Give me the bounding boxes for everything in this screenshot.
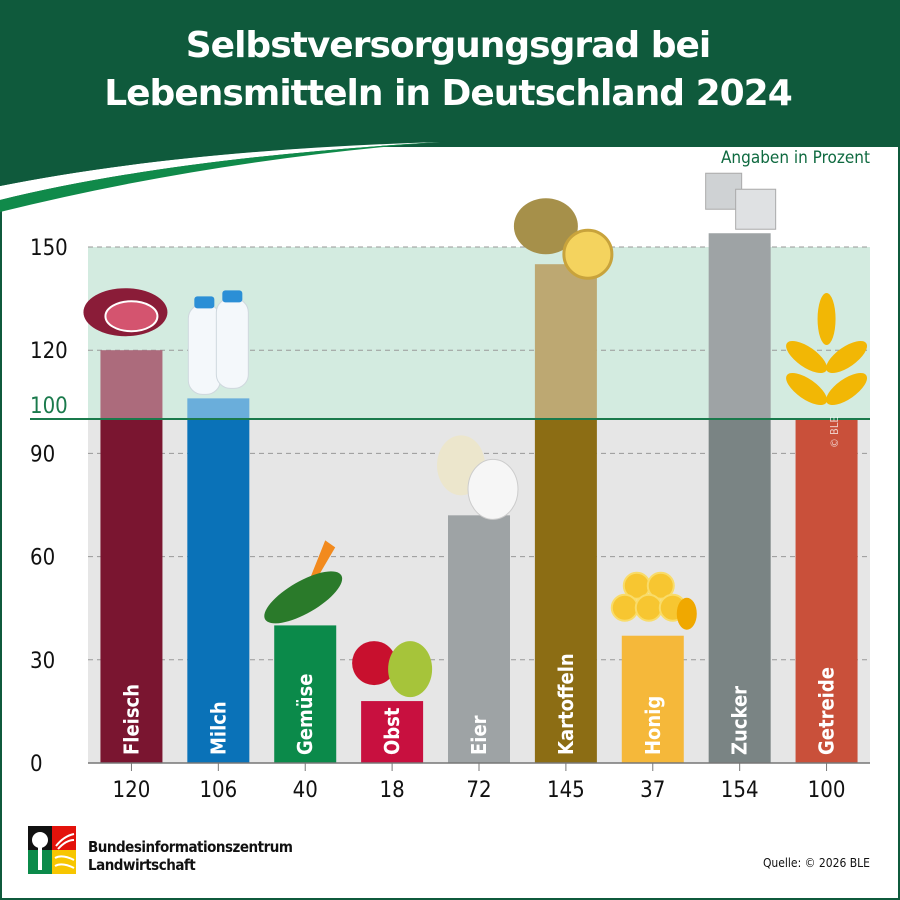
bar-gemüse <box>274 625 337 763</box>
bar-value-label: 154 <box>721 778 759 803</box>
bar-value-label: 37 <box>640 778 665 803</box>
bar-above-100-milch <box>187 398 250 419</box>
unit-note: Angaben in Prozent <box>720 148 870 168</box>
bar-category-label: Kartoffeln <box>554 653 578 755</box>
y-tick-label: 30 <box>30 649 55 674</box>
bar-value-label: 18 <box>380 778 405 803</box>
bar-kartoffeln <box>534 419 597 763</box>
honeycomb-icon <box>610 571 697 630</box>
logo-line-1: Bundesinformationszentrum <box>88 838 293 856</box>
bar-obst <box>361 701 424 763</box>
header-banner <box>2 2 898 147</box>
bar-value-label: 100 <box>808 778 846 803</box>
bar-value-label: 40 <box>293 778 318 803</box>
bar-above-100-fleisch <box>100 350 163 419</box>
bar-category-label: Gemüse <box>293 674 317 755</box>
bar-honig <box>621 635 684 763</box>
bar-milch <box>187 419 250 763</box>
y-tick-label: 90 <box>30 442 55 467</box>
bar-category-label: Milch <box>206 701 230 755</box>
bar-category-label: Zucker <box>728 686 752 755</box>
y-tick-label: 120 <box>30 339 68 364</box>
bar-eier <box>448 515 510 763</box>
fruit-icon <box>352 641 433 698</box>
bar-above-100-kartoffeln <box>534 264 597 419</box>
logo-icon <box>28 826 76 874</box>
bar-zucker <box>708 419 771 763</box>
header-swoosh-highlight <box>0 142 440 200</box>
bar-category-label: Eier <box>467 715 491 755</box>
watermark: © BLE <box>828 416 841 448</box>
chart-title: Selbstversorgungsgrad bei Lebensmitteln … <box>0 22 896 118</box>
bar-category-label: Getreide <box>815 667 839 755</box>
sugar-cubes-icon <box>705 172 777 230</box>
bar-category-label: Honig <box>641 696 665 755</box>
bar-category-label: Obst <box>380 707 404 755</box>
bar-above-100-zucker <box>708 233 771 419</box>
logo-line-2: Landwirtschaft <box>88 856 196 874</box>
bar-getreide <box>795 419 858 763</box>
y-tick-label: 100 <box>30 394 68 419</box>
source-note: Quelle: © 2026 BLE <box>762 856 870 870</box>
title-line-2: Lebensmitteln in Deutschland 2024 <box>104 73 793 114</box>
bar-value-label: 120 <box>113 778 151 803</box>
y-tick-label: 0 <box>30 752 43 777</box>
milk-bottles-icon <box>187 290 249 395</box>
wheat-icon <box>786 293 868 406</box>
logo-text: Bundesinformationszentrum Landwirtschaft <box>88 838 293 874</box>
eggs-icon <box>437 435 519 520</box>
y-tick-label: 150 <box>30 236 68 261</box>
bar-category-label: Fleisch <box>119 684 143 755</box>
y-tick-label: 60 <box>30 546 55 571</box>
bar-fleisch <box>100 419 163 763</box>
bar-value-label: 145 <box>547 778 585 803</box>
potatoes-icon <box>513 198 614 280</box>
vegetables-icon <box>264 540 343 624</box>
title-line-1: Selbstversorgungsgrad bei <box>185 25 712 66</box>
meat-icon <box>83 288 168 337</box>
bar-value-label: 106 <box>199 778 237 803</box>
bar-value-label: 72 <box>466 778 491 803</box>
